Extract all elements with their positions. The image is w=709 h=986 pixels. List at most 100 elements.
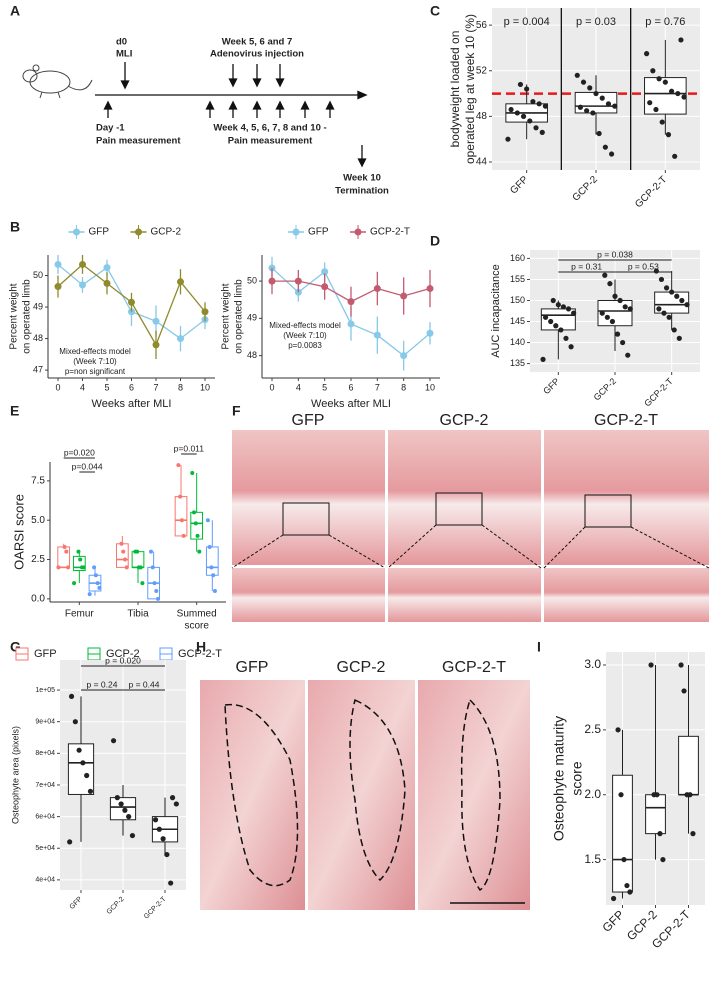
timeline-label: Termination <box>335 186 389 197</box>
point <box>609 318 616 325</box>
point <box>160 836 166 842</box>
y-tick-label: 2.0 <box>584 787 601 801</box>
p-value: p = 0.76 <box>645 16 685 28</box>
point <box>150 565 155 570</box>
point <box>666 314 672 320</box>
point <box>178 494 183 499</box>
x-tick-label: GCP-2-T <box>633 174 669 210</box>
x-tick-label: 10 <box>200 382 210 392</box>
point <box>617 297 623 304</box>
point <box>658 276 665 283</box>
point <box>596 130 602 137</box>
annotation: p=non significant <box>65 367 126 376</box>
point <box>508 106 514 113</box>
point <box>676 335 682 341</box>
box <box>612 774 633 893</box>
point <box>614 331 621 337</box>
box <box>115 543 129 568</box>
point <box>118 801 124 807</box>
image-label: GCP-2-T <box>442 659 506 676</box>
point <box>536 101 542 107</box>
timeline-label: d0 <box>116 37 127 48</box>
point <box>373 331 381 339</box>
point <box>177 278 184 286</box>
point <box>119 541 124 546</box>
point <box>610 895 617 902</box>
point <box>602 272 608 278</box>
point <box>615 727 621 733</box>
timeline-label: Day -1 <box>96 123 125 134</box>
point <box>577 104 584 110</box>
point <box>568 344 574 350</box>
point <box>527 118 533 124</box>
box <box>72 555 86 572</box>
box <box>174 496 188 537</box>
y-tick-label: 49 <box>247 313 257 323</box>
point <box>679 297 685 304</box>
point <box>197 549 202 554</box>
point <box>657 831 663 837</box>
y-axis-label: Osteophyte maturity <box>551 716 567 841</box>
y-tick-label: 135 <box>510 358 525 368</box>
point <box>129 832 136 839</box>
y-tick-label: 44 <box>476 157 488 168</box>
point <box>195 533 200 538</box>
point <box>164 851 170 858</box>
point <box>584 108 590 114</box>
point <box>92 565 97 570</box>
point <box>563 335 569 341</box>
bracket-label: p = 0.020 <box>105 655 141 665</box>
x-tick-label: Femur <box>65 609 95 620</box>
point <box>627 306 633 312</box>
point <box>542 103 548 109</box>
point <box>560 304 567 310</box>
histology-images <box>231 430 709 622</box>
x-tick-label: 7 <box>153 382 158 392</box>
point <box>321 283 329 291</box>
box <box>67 743 95 795</box>
x-tick-label: GCP-2-T <box>143 895 168 920</box>
point <box>373 285 381 293</box>
point <box>590 110 596 116</box>
point <box>599 95 605 101</box>
point <box>684 792 690 798</box>
y-tick-label: 8e+04 <box>35 750 55 757</box>
point <box>177 335 184 343</box>
annotation: (Week 7:10) <box>73 357 117 366</box>
point <box>152 817 159 823</box>
point <box>103 264 111 272</box>
point <box>193 521 198 526</box>
point <box>192 510 197 515</box>
point <box>574 72 580 78</box>
point <box>121 549 126 554</box>
point <box>599 310 605 316</box>
x-tick-label: 4 <box>296 382 301 392</box>
y-tick-label: 7.5 <box>31 476 45 487</box>
point <box>505 136 511 142</box>
image-label: GCP-2-T <box>594 412 658 429</box>
point <box>681 94 687 100</box>
point <box>56 565 61 570</box>
legend-label: GFP <box>308 227 329 238</box>
panel-label: G <box>10 639 21 655</box>
point <box>321 268 329 276</box>
y-axis-label: on operated limb <box>22 279 33 354</box>
point <box>212 588 217 593</box>
timeline-label: Week 4, 5, 6, 7, 8 and 10 - <box>213 123 326 134</box>
point <box>621 856 627 863</box>
annotation: p=0.0083 <box>288 341 322 350</box>
point <box>533 125 539 131</box>
point <box>181 533 186 538</box>
y-tick-label: 150 <box>510 295 525 305</box>
point <box>542 314 549 320</box>
legend-label: GCP-2 <box>106 648 140 660</box>
point <box>587 85 593 91</box>
timeline-label: Week 5, 6 and 7 <box>222 37 293 48</box>
point <box>190 471 195 476</box>
y-tick-label: 48 <box>476 111 488 122</box>
annotation: Mixed-effects model <box>269 321 341 330</box>
point <box>675 90 681 97</box>
y-axis-label: on operated limb <box>234 279 245 354</box>
point <box>647 100 653 106</box>
point <box>152 581 157 586</box>
